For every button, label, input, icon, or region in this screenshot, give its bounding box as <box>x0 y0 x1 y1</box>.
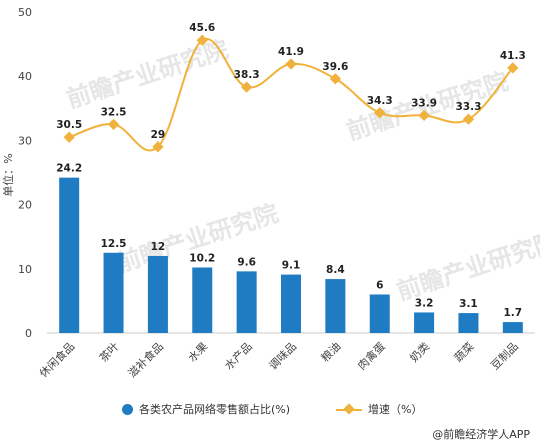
bar-value-label: 3.2 <box>415 297 434 309</box>
line-value-label: 29 <box>151 129 166 141</box>
y-tick-label: 0 <box>25 327 32 340</box>
bar-value-label: 24.2 <box>56 163 82 175</box>
series-line <box>68 37 514 152</box>
watermark-logo: 前瞻产业研究院 <box>63 35 231 114</box>
y-tick-label: 50 <box>18 6 32 19</box>
bar-value-label: 9.1 <box>282 260 301 272</box>
line-value-label: 34.3 <box>367 95 393 107</box>
x-tick-label: 粮油 <box>318 339 343 364</box>
x-tick-label: 奶类 <box>407 339 432 364</box>
y-tick-label: 40 <box>18 70 32 83</box>
x-tick-label: 休闲食品 <box>36 339 77 380</box>
line-point-diamond[interactable] <box>240 81 253 93</box>
y-axis-title: 单位：% <box>1 153 15 196</box>
bar[interactable] <box>369 294 390 333</box>
x-tick-label: 茶叶 <box>97 340 122 365</box>
bars <box>59 177 523 333</box>
x-tick-label: 肉禽蛋 <box>355 339 388 372</box>
bar[interactable] <box>458 313 479 333</box>
bar[interactable] <box>502 322 523 333</box>
line-point-diamond[interactable] <box>63 131 75 143</box>
line-value-label: 33.3 <box>455 101 481 113</box>
x-tick-label: 滋补食品 <box>125 339 166 380</box>
x-axis-ticks: 休闲食品 茶叶 滋补食品 水果 水产品 调味品 粮油 肉禽蛋 奶类 蔬菜 豆制品 <box>36 339 521 380</box>
line-value-label: 32.5 <box>101 106 127 118</box>
line-point-diamond[interactable] <box>196 34 208 46</box>
bar[interactable] <box>414 312 435 333</box>
legend-label-line: 增速（%） <box>368 403 423 416</box>
y-tick-label: 30 <box>18 134 32 147</box>
x-tick-label: 蔬菜 <box>452 340 477 365</box>
line-value-label: 41.9 <box>278 46 304 58</box>
x-tick-label: 豆制品 <box>488 340 521 373</box>
bar[interactable] <box>59 177 80 333</box>
bar-value-label: 12.5 <box>101 238 127 250</box>
line-value-label: 30.5 <box>56 119 82 131</box>
y-tick-label: 10 <box>18 263 32 276</box>
bar-value-label: 1.7 <box>504 307 523 319</box>
line-point-diamond[interactable] <box>329 73 342 85</box>
line-value-label: 38.3 <box>234 69 260 81</box>
bar-value-label: 12 <box>151 241 166 253</box>
bar-value-label: 8.4 <box>326 264 345 276</box>
legend: 各类农产品网络零售额占比(%) 增速（%） <box>122 401 461 417</box>
legend-item-line[interactable]: 增速（%） <box>336 401 423 417</box>
line-value-label: 41.3 <box>500 50 526 62</box>
x-tick-label: 调味品 <box>267 340 300 373</box>
x-tick-label: 水产品 <box>222 339 255 372</box>
source-text: @前瞻经济学人APP <box>432 428 530 441</box>
line-point-diamond[interactable] <box>152 141 164 153</box>
y-axis-ticks: 0 10 20 30 40 50 <box>18 6 32 340</box>
legend-label-bar: 各类农产品网络零售额占比(%) <box>139 403 291 416</box>
bar-labels: 24.2 12.5 12 10.2 9.6 9.1 8.4 6 3.2 3.1 1.7 <box>56 163 522 319</box>
x-tick-label: 水果 <box>186 340 211 365</box>
legend-item-bar[interactable]: 各类农产品网络零售额占比(%) <box>122 401 290 417</box>
line-value-label: 33.9 <box>411 97 437 109</box>
watermark-logo: 前瞻产业研究院 <box>393 227 540 306</box>
bar[interactable] <box>192 267 213 333</box>
bar[interactable] <box>147 255 168 333</box>
legend-swatch-circle-icon <box>122 403 133 415</box>
bar-value-label: 3.1 <box>459 298 478 310</box>
bar[interactable] <box>236 271 257 333</box>
y-tick-label: 20 <box>18 199 32 212</box>
line-point-diamond[interactable] <box>285 58 297 70</box>
bar[interactable] <box>103 252 124 333</box>
bar-value-label: 10.2 <box>189 253 215 265</box>
bar-value-label: 6 <box>376 279 383 291</box>
line-value-label: 39.6 <box>322 61 348 73</box>
line-point-diamond[interactable] <box>107 118 120 131</box>
watermark-logo: 前瞻产业研究院 <box>113 199 281 278</box>
source-credit: @前瞻经济学人APP <box>432 426 530 442</box>
bar-value-label: 9.6 <box>237 256 256 268</box>
line-point-diamond[interactable] <box>462 113 475 125</box>
bar[interactable] <box>281 274 301 333</box>
line-value-label: 45.6 <box>189 22 215 34</box>
bar[interactable] <box>325 279 346 333</box>
legend-swatch-line-diamond-icon <box>336 404 363 415</box>
